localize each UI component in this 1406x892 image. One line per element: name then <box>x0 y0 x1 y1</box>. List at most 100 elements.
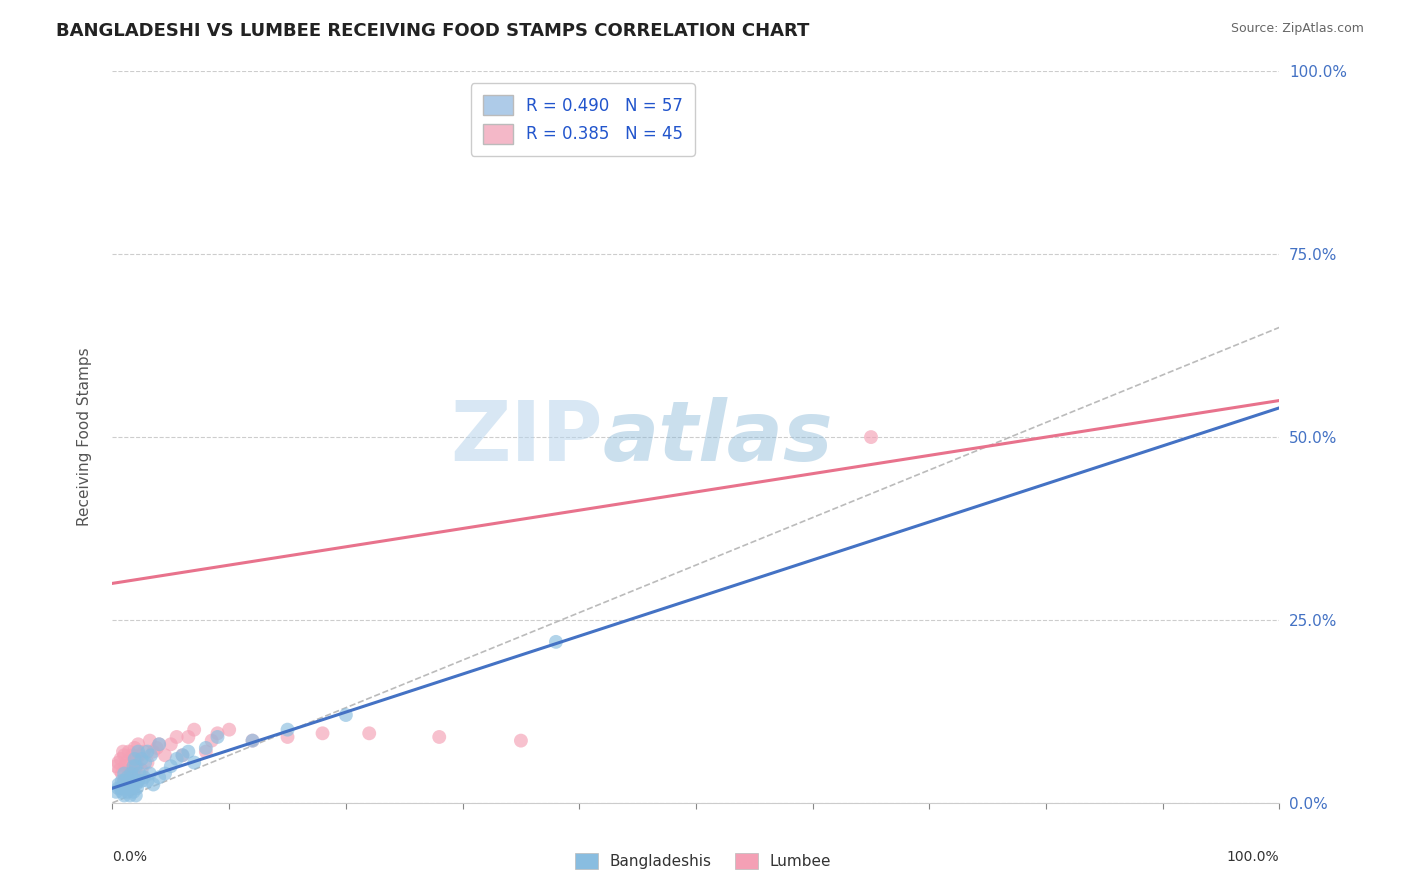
Point <box>118 781 141 796</box>
Point <box>131 773 153 788</box>
Point <box>112 748 135 763</box>
Point <box>112 773 135 788</box>
Point <box>117 770 139 784</box>
Point <box>207 726 229 740</box>
Point <box>509 733 531 747</box>
Point <box>194 745 217 759</box>
Point <box>122 759 145 773</box>
Point <box>112 789 135 803</box>
Point <box>124 740 146 755</box>
Point <box>112 766 135 780</box>
Point <box>160 759 183 773</box>
Point <box>115 777 138 792</box>
Text: ZIP: ZIP <box>450 397 603 477</box>
Point <box>148 737 170 751</box>
Point <box>112 781 135 796</box>
Point <box>107 756 129 770</box>
Point <box>132 770 155 784</box>
Text: Source: ZipAtlas.com: Source: ZipAtlas.com <box>1230 22 1364 36</box>
Point <box>136 756 159 770</box>
Text: atlas: atlas <box>603 397 834 477</box>
Point <box>177 730 200 744</box>
Point <box>139 766 162 780</box>
Point <box>125 759 148 773</box>
Point <box>242 733 264 747</box>
Point <box>122 766 145 780</box>
Point <box>121 781 143 796</box>
Point <box>110 781 132 796</box>
Point <box>118 773 141 788</box>
Point <box>107 781 129 796</box>
Point <box>544 635 567 649</box>
Point <box>131 763 153 777</box>
Point <box>146 740 169 755</box>
Point <box>122 785 145 799</box>
Point <box>335 708 357 723</box>
Point <box>127 737 149 751</box>
Legend: Bangladeshis, Lumbee: Bangladeshis, Lumbee <box>568 847 838 875</box>
Point <box>139 748 162 763</box>
Point <box>153 766 176 780</box>
Point <box>172 748 194 763</box>
Point <box>276 723 298 737</box>
Point <box>134 756 156 770</box>
Point <box>172 748 194 763</box>
Legend: R = 0.490   N = 57, R = 0.385   N = 45: R = 0.490 N = 57, R = 0.385 N = 45 <box>471 83 695 156</box>
Point <box>183 723 205 737</box>
Point <box>207 730 229 744</box>
Y-axis label: Receiving Food Stamps: Receiving Food Stamps <box>77 348 91 526</box>
Point <box>111 766 134 780</box>
Point <box>132 745 155 759</box>
Point <box>242 733 264 747</box>
Point <box>118 763 141 777</box>
Point <box>128 766 150 780</box>
Point <box>125 752 148 766</box>
Point <box>427 730 450 744</box>
Point <box>111 785 134 799</box>
Point <box>120 766 142 780</box>
Point <box>104 759 127 773</box>
Point <box>153 748 176 763</box>
Point <box>160 737 183 751</box>
Point <box>111 745 134 759</box>
Point <box>859 430 883 444</box>
Point <box>112 773 135 788</box>
Point <box>115 756 138 770</box>
Point <box>127 745 149 759</box>
Point <box>201 733 224 747</box>
Point <box>121 770 143 784</box>
Point <box>127 773 149 788</box>
Point <box>117 785 139 799</box>
Point <box>104 785 127 799</box>
Point <box>177 745 200 759</box>
Point <box>311 726 333 740</box>
Point <box>111 781 134 796</box>
Point <box>125 789 148 803</box>
Point <box>120 756 142 770</box>
Point <box>142 745 165 759</box>
Point <box>166 752 188 766</box>
Point <box>125 781 148 796</box>
Point <box>359 726 381 740</box>
Point <box>136 745 159 759</box>
Text: BANGLADESHI VS LUMBEE RECEIVING FOOD STAMPS CORRELATION CHART: BANGLADESHI VS LUMBEE RECEIVING FOOD STA… <box>56 22 810 40</box>
Point <box>115 781 138 796</box>
Point <box>107 777 129 792</box>
Point <box>117 770 139 784</box>
Point <box>110 752 132 766</box>
Point <box>124 752 146 766</box>
Point <box>114 759 136 773</box>
Point <box>131 752 153 766</box>
Point <box>108 763 131 777</box>
Point <box>121 748 143 763</box>
Point <box>128 748 150 763</box>
Point <box>142 777 165 792</box>
Point <box>194 740 217 755</box>
Point <box>118 745 141 759</box>
Point <box>125 777 148 792</box>
Point <box>139 733 162 747</box>
Point <box>148 737 170 751</box>
Point <box>218 723 240 737</box>
Text: 0.0%: 0.0% <box>112 850 148 864</box>
Point <box>111 773 134 788</box>
